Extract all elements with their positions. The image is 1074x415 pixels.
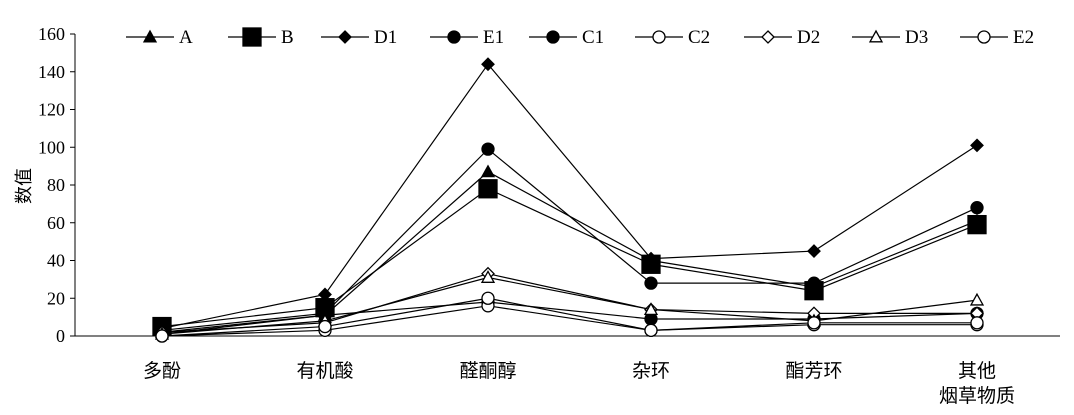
legend-item-e1: E1: [430, 27, 504, 48]
y-tick-label: 0: [56, 326, 65, 346]
legend-marker-c2: [652, 30, 666, 44]
legend-marker-d1: [338, 30, 352, 44]
y-tick-label: 120: [38, 100, 65, 120]
legend-label-d2: D2: [797, 27, 820, 48]
data-point-e2: [970, 316, 984, 330]
series-line-c1: [161, 301, 978, 335]
series-line-a: [161, 171, 978, 333]
x-tick-label: 烟草物质: [939, 385, 1015, 407]
series-line-d1: [161, 63, 978, 330]
series-line-e1: [161, 148, 978, 331]
x-tick-label: 酯芳环: [785, 360, 842, 382]
y-ticks: 0 20 40 60 80 100 120 140 160: [38, 24, 75, 346]
y-tick-label: 80: [47, 175, 65, 195]
data-point-d1: [807, 244, 821, 258]
legend-label-a: A: [179, 27, 193, 48]
data-point-d3: [969, 292, 985, 306]
legend-item-d1: D1: [321, 27, 397, 48]
legend-label-d1: D1: [374, 27, 397, 48]
data-point-e2: [318, 319, 332, 334]
data-point-d3: [643, 302, 659, 316]
series-line-d2: [161, 273, 977, 333]
y-tick-label: 40: [47, 251, 65, 271]
data-point-e2: [644, 323, 658, 337]
series-d2: [155, 266, 984, 340]
data-point-d1: [644, 251, 658, 266]
series-e2: [155, 291, 984, 343]
x-tick-label: 多酚: [143, 360, 181, 382]
series-e1: [155, 142, 984, 337]
legend-item-a: A: [126, 27, 193, 48]
x-tick-label: 其他: [958, 360, 996, 382]
legend-item-c1: C1: [529, 27, 604, 48]
series-a: [154, 164, 985, 338]
legend-label-d3: D3: [905, 27, 928, 48]
series-group: [152, 57, 987, 343]
legend-label-c1: C1: [582, 27, 604, 48]
series-d1: [155, 57, 984, 336]
data-point-a: [480, 164, 496, 178]
series-line-d3: [161, 276, 978, 335]
legend-marker-e1: [447, 30, 461, 44]
y-tick-label: 60: [47, 213, 65, 233]
legend-marker-c1: [546, 30, 560, 44]
legend-label-e1: E1: [483, 27, 504, 48]
y-tick-label: 100: [38, 137, 65, 157]
data-point-d3: [480, 270, 496, 283]
legend-marker-a: [142, 29, 158, 43]
legend-label-e2: E2: [1013, 27, 1034, 48]
y-tick-label: 160: [38, 24, 65, 44]
series-line-e2: [161, 297, 977, 337]
data-point-b: [967, 214, 987, 235]
legend: A B D1 E1 C1 C2 D2 D3 E2: [126, 27, 1034, 48]
legend-item-c2: C2: [635, 27, 710, 48]
data-point-e2: [807, 316, 821, 330]
legend-item-b: B: [228, 27, 294, 48]
x-tick-label: 杂环: [632, 360, 670, 382]
data-point-d1: [970, 138, 984, 153]
legend-label-b: B: [281, 27, 294, 48]
y-tick-label: 20: [47, 288, 65, 308]
data-point-b: [478, 179, 498, 199]
x-tick-label: 有机酸: [296, 360, 353, 382]
legend-marker-b: [242, 27, 262, 47]
legend-item-d3: D3: [852, 27, 928, 48]
data-point-d1: [481, 57, 495, 72]
data-point-e1: [807, 276, 821, 290]
legend-marker-d2: [761, 30, 775, 44]
data-point-d1: [318, 287, 332, 302]
data-point-e1: [970, 200, 984, 215]
y-axis-label: 数值: [14, 168, 34, 204]
x-tick-label: 醛酮醇: [459, 360, 516, 382]
series-line-c2: [161, 305, 977, 337]
data-point-e1: [644, 276, 658, 290]
data-point-e2: [155, 329, 169, 343]
legend-label-c2: C2: [688, 27, 710, 48]
legend-marker-d3: [868, 29, 884, 43]
y-tick-label: 140: [38, 62, 65, 82]
legend-item-e2: E2: [960, 27, 1034, 48]
data-point-e1: [481, 142, 495, 156]
series-line-b: [161, 188, 978, 328]
data-point-e2: [481, 291, 495, 305]
legend-marker-e2: [977, 30, 991, 44]
series-b: [152, 179, 987, 337]
legend-item-d2: D2: [744, 27, 820, 48]
